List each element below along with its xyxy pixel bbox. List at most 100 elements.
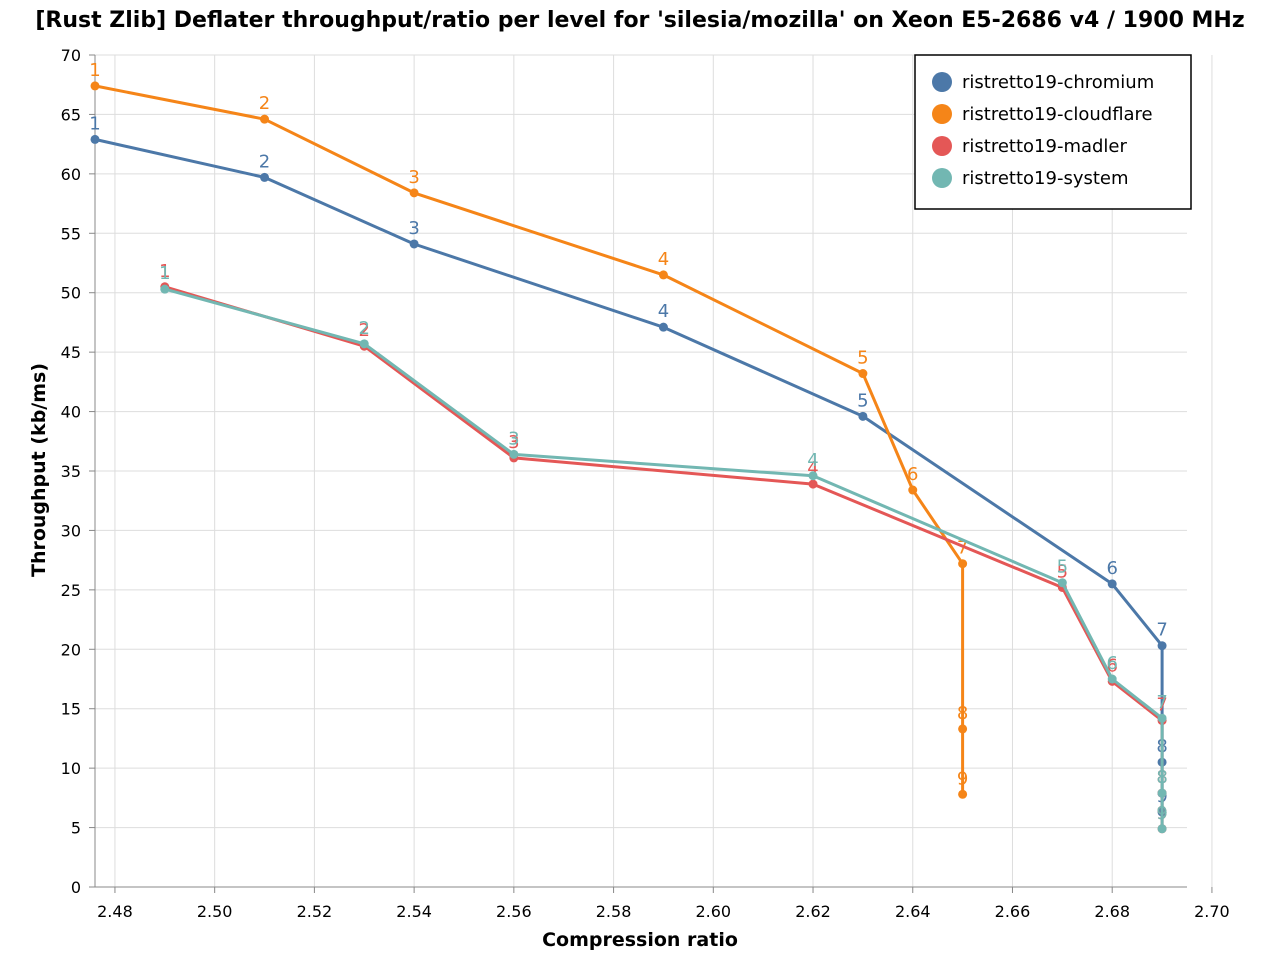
y-tick-label: 30	[61, 521, 81, 540]
data-point	[808, 479, 818, 489]
data-point	[958, 559, 968, 569]
x-tick-label: 2.62	[795, 902, 831, 921]
data-point	[260, 114, 270, 124]
data-point	[160, 284, 170, 294]
data-label: 7	[1156, 692, 1167, 713]
data-point	[858, 369, 868, 379]
legend-swatch	[932, 136, 952, 156]
data-label: 5	[857, 348, 868, 369]
data-point	[658, 322, 668, 332]
data-point	[1157, 788, 1167, 798]
data-point	[658, 270, 668, 280]
legend-swatch	[932, 104, 952, 124]
data-label: 2	[359, 320, 370, 341]
data-label: 4	[658, 301, 669, 322]
data-point	[1057, 578, 1067, 588]
data-point	[858, 411, 868, 421]
data-label: 5	[1057, 561, 1068, 582]
data-label: 2	[259, 151, 270, 172]
data-label: 6	[1106, 558, 1117, 579]
x-tick-label: 2.56	[496, 902, 532, 921]
data-point	[90, 81, 100, 91]
data-point	[409, 188, 419, 198]
data-label: 4	[807, 458, 818, 479]
data-label: 7	[1156, 620, 1167, 641]
y-tick-label: 40	[61, 403, 81, 422]
x-tick-label: 2.48	[97, 902, 133, 921]
data-label: 6	[1106, 655, 1117, 676]
legend-box	[914, 54, 1192, 210]
data-label: 4	[807, 450, 818, 471]
data-label: 5	[1057, 557, 1068, 578]
y-tick-label: 10	[61, 759, 81, 778]
x-tick-label: 2.60	[695, 902, 731, 921]
y-tick-label: 20	[61, 640, 81, 659]
y-tick-label: 0	[71, 878, 81, 897]
data-label: 1	[159, 261, 170, 282]
data-label: 3	[408, 167, 419, 188]
x-tick-label: 2.68	[1094, 902, 1130, 921]
y-axis-title: Throughput (kb/ms)	[28, 363, 50, 577]
legend-label: ristretto19-cloudflare	[962, 104, 1153, 125]
chart-title: [Rust Zlib] Deflater throughput/ratio pe…	[35, 8, 1245, 33]
y-tick-label: 60	[61, 165, 81, 184]
x-tick-label: 2.52	[297, 902, 333, 921]
data-label: 4	[658, 249, 669, 270]
data-point	[1157, 824, 1167, 834]
data-point	[808, 471, 818, 481]
legend-swatch	[932, 72, 952, 92]
data-label: 2	[359, 318, 370, 339]
x-tick-label: 2.58	[596, 902, 632, 921]
x-tick-label: 2.66	[995, 902, 1031, 921]
data-point	[509, 449, 519, 459]
x-axis-title: Compression ratio	[542, 929, 738, 951]
legend: ristretto19-chromium ristretto19-cloudfla…	[914, 54, 1192, 210]
data-label: 1	[159, 263, 170, 284]
x-tick-label: 2.70	[1194, 902, 1230, 921]
data-label: 1	[89, 113, 100, 134]
series-layer: 123456789123456789123456789123456789	[89, 60, 1168, 834]
data-label: 2	[259, 93, 270, 114]
data-label: 9	[957, 768, 968, 789]
legend-label: ristretto19-chromium	[962, 72, 1154, 93]
data-label: 9	[1156, 803, 1167, 824]
data-label: 8	[1156, 767, 1167, 788]
data-point	[1107, 674, 1117, 684]
y-tick-label: 65	[61, 105, 81, 124]
x-tick-label: 2.50	[197, 902, 233, 921]
data-label: 3	[408, 218, 419, 239]
data-label: 8	[957, 703, 968, 724]
x-tick-label: 2.64	[895, 902, 931, 921]
series-line	[94, 84, 965, 795]
y-tick-label: 25	[61, 581, 81, 600]
data-label: 1	[89, 60, 100, 81]
data-point	[1107, 579, 1117, 589]
data-point	[958, 789, 968, 799]
axes: 2.48 2.50 2.52 2.54 2.56 2.58 2.60 2.62 2.64 2.66…	[61, 46, 1230, 921]
data-point	[1157, 641, 1167, 651]
data-point	[90, 134, 100, 144]
data-point	[359, 339, 369, 349]
series-line	[94, 137, 1164, 813]
y-tick-label: 15	[61, 700, 81, 719]
legend-label: ristretto19-madler	[962, 136, 1128, 157]
y-tick-label: 70	[61, 46, 81, 65]
data-point	[409, 239, 419, 249]
data-label: 3	[508, 432, 519, 453]
data-label: 3	[508, 428, 519, 449]
data-point	[958, 724, 968, 734]
data-label: 7	[1156, 695, 1167, 716]
y-tick-label: 5	[71, 819, 81, 838]
y-tick-label: 45	[61, 343, 81, 362]
y-tick-label: 35	[61, 462, 81, 481]
y-tick-label: 55	[61, 224, 81, 243]
legend-swatch	[932, 168, 952, 188]
y-tick-label: 50	[61, 284, 81, 303]
data-label: 7	[957, 538, 968, 559]
data-point	[1157, 713, 1167, 723]
data-label: 5	[857, 390, 868, 411]
data-point	[908, 485, 918, 495]
legend-label: ristretto19-system	[962, 168, 1129, 189]
x-tick-label: 2.54	[396, 902, 432, 921]
